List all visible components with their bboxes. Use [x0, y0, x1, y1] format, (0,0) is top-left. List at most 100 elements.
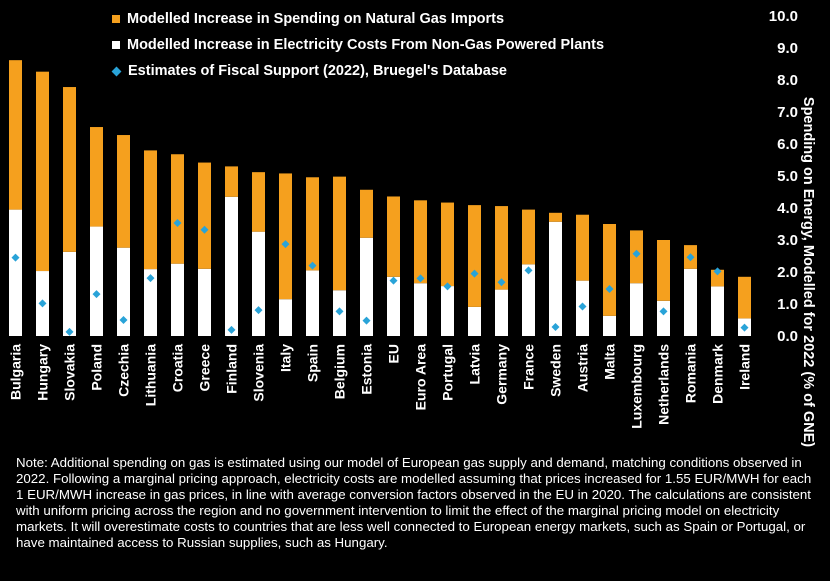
- fiscal-marker: [686, 253, 695, 262]
- bar-gas: [522, 209, 535, 265]
- fiscal-marker: [713, 267, 722, 276]
- fiscal-marker: [11, 253, 20, 262]
- x-tick-label: Luxembourg: [629, 344, 645, 429]
- fiscal-marker: [335, 307, 344, 316]
- bar-electricity: [90, 226, 103, 336]
- fiscal-marker: [470, 269, 479, 278]
- bar-electricity: [225, 196, 238, 336]
- x-tick-label: France: [521, 344, 537, 390]
- x-tick-label: Germany: [494, 344, 510, 405]
- bar-electricity: [198, 268, 211, 336]
- legend-item-gas: Modelled Increase in Spending on Natural…: [112, 6, 604, 32]
- bar-electricity: [252, 231, 265, 336]
- bar-gas: [144, 150, 157, 270]
- bar-electricity: [495, 289, 508, 336]
- x-tick-label: Ireland: [737, 344, 753, 390]
- fiscal-marker: [281, 240, 290, 249]
- bar-gas: [603, 224, 616, 316]
- fiscal-marker: [416, 274, 425, 283]
- y-tick-label: 5.0: [777, 168, 798, 185]
- fiscal-marker: [524, 266, 533, 275]
- bar-gas: [171, 154, 184, 264]
- legend-swatch-gas: [112, 15, 120, 23]
- bar-gas: [711, 269, 724, 287]
- chart-note: Note: Additional spending on gas is esti…: [16, 455, 812, 550]
- x-tick-label: Euro Area: [413, 344, 429, 411]
- fiscal-marker: [632, 249, 641, 258]
- bar-electricity: [630, 283, 643, 336]
- x-tick-label: Lithuania: [143, 344, 159, 406]
- y-tick-label: 8.0: [777, 72, 798, 89]
- legend-label-electricity: Modelled Increase in Electricity Costs F…: [127, 37, 605, 53]
- bar-electricity: [117, 247, 130, 336]
- y-tick-label: 4.0: [777, 200, 798, 217]
- fiscal-marker: [389, 276, 398, 285]
- bar-gas: [63, 87, 76, 252]
- x-tick-label: Bulgaria: [8, 344, 24, 400]
- fiscal-marker: [659, 307, 668, 316]
- x-tick-label: Slovenia: [251, 344, 267, 402]
- bar-electricity: [441, 286, 454, 336]
- legend-item-fiscal: Estimates of Fiscal Support (2022), Brue…: [111, 58, 604, 84]
- legend-swatch-electricity: [112, 41, 120, 49]
- fiscal-marker: [92, 290, 101, 299]
- bar-gas: [468, 205, 481, 307]
- bar-gas: [198, 162, 211, 269]
- fiscal-marker: [254, 306, 263, 315]
- bar-electricity: [360, 237, 373, 336]
- bar-gas: [657, 240, 670, 301]
- x-tick-label: Austria: [575, 344, 591, 392]
- bar-electricity: [522, 264, 535, 336]
- x-tick-label: Netherlands: [656, 344, 672, 425]
- x-tick-label: Finland: [224, 344, 240, 394]
- bar-electricity: [414, 283, 427, 336]
- bar-gas: [414, 200, 427, 284]
- bar-gas: [576, 214, 589, 281]
- bar-electricity: [279, 299, 292, 336]
- bar-gas: [36, 71, 49, 272]
- fiscal-marker: [173, 219, 182, 228]
- fiscal-marker: [146, 274, 155, 283]
- bar-gas: [9, 60, 22, 210]
- bar-electricity: [468, 306, 481, 336]
- bar-electricity: [657, 300, 670, 336]
- fiscal-marker: [362, 316, 371, 325]
- x-tick-label: Portugal: [440, 344, 456, 401]
- legend-item-electricity: Modelled Increase in Electricity Costs F…: [112, 32, 604, 58]
- bar-gas: [225, 166, 238, 197]
- fiscal-marker: [551, 323, 560, 332]
- bar-gas: [252, 172, 265, 232]
- bar-gas: [279, 173, 292, 300]
- bar-gas: [387, 196, 400, 277]
- bar-gas: [90, 127, 103, 227]
- fiscal-marker: [38, 299, 47, 308]
- bar-electricity: [306, 270, 319, 336]
- x-tick-label: Malta: [602, 344, 618, 380]
- x-tick-label: Slovakia: [62, 344, 78, 401]
- bar-gas: [441, 202, 454, 287]
- y-tick-label: 6.0: [777, 136, 798, 153]
- x-tick-label: Czechia: [116, 344, 132, 397]
- bar-gas: [306, 177, 319, 271]
- legend-label-gas: Modelled Increase in Spending on Natural…: [127, 11, 505, 27]
- x-tick-label: EU: [386, 344, 402, 363]
- y-tick-label: 3.0: [777, 232, 798, 249]
- x-tick-label: Italy: [278, 344, 294, 372]
- y-tick-label: 1.0: [777, 296, 798, 313]
- bar-gas: [738, 276, 751, 319]
- bar-electricity: [144, 269, 157, 336]
- y-axis-title: Spending on Energy, Modelled for 2022 (%…: [800, 96, 816, 448]
- x-tick-label: Romania: [683, 344, 699, 403]
- fiscal-marker: [119, 316, 128, 324]
- chart-legend: Modelled Increase in Spending on Natural…: [111, 6, 604, 84]
- bar-electricity: [387, 276, 400, 336]
- x-tick-label: Greece: [197, 344, 213, 392]
- fiscal-marker: [740, 323, 749, 332]
- bar-electricity: [684, 268, 697, 336]
- fiscal-marker: [497, 278, 506, 287]
- bar-gas: [333, 176, 346, 291]
- y-tick-label: 10.0: [769, 8, 798, 25]
- x-tick-label: Spain: [305, 344, 321, 382]
- y-tick-label: 7.0: [777, 104, 798, 121]
